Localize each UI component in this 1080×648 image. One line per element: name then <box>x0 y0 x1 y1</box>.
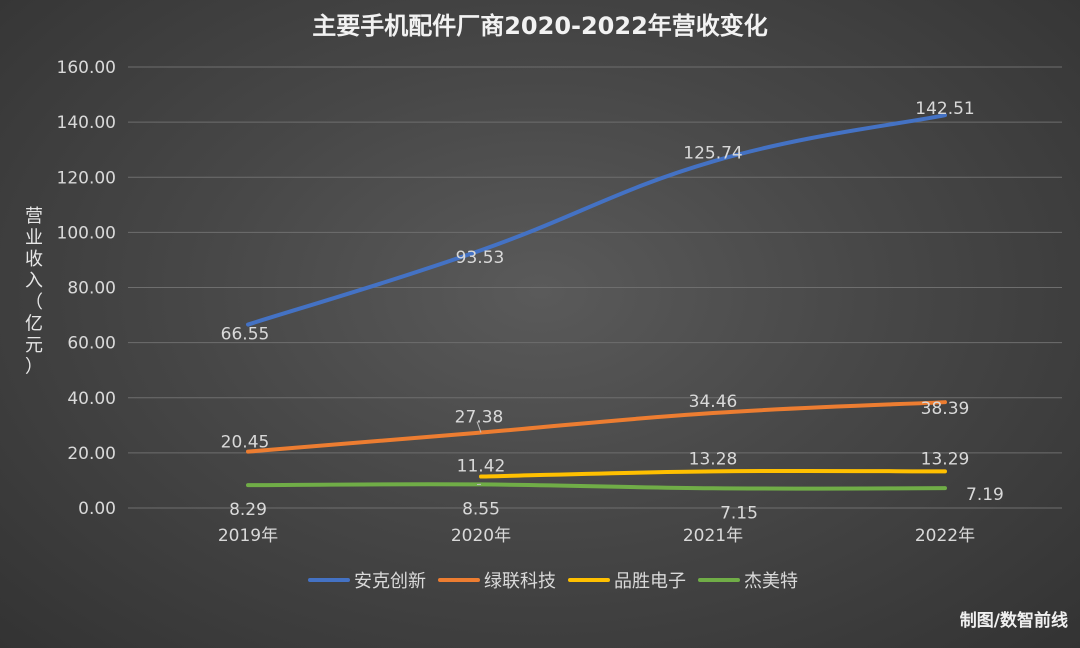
data-label: 8.55 <box>462 499 500 519</box>
data-label: 13.29 <box>921 449 970 469</box>
y-axis-label-char: 收 <box>25 249 43 270</box>
y-axis-ticks: 0.00 20.00 40.00 60.00 80.00 100.00 120.00 140.… <box>57 58 116 519</box>
data-label: 38.39 <box>921 399 970 419</box>
legend-label: 安克创新 <box>354 571 426 592</box>
data-label: 11.42 <box>457 457 506 477</box>
data-label: 34.46 <box>689 392 738 412</box>
series-lines <box>246 113 947 491</box>
y-tick-label: 140.00 <box>57 113 116 133</box>
y-tick-label: 0.00 <box>78 499 116 519</box>
x-axis-ticks: 2019年 2020年 2021年 2022年 <box>218 526 975 546</box>
data-label: 7.19 <box>966 485 1004 505</box>
legend-label: 品胜电子 <box>614 571 686 592</box>
y-tick-label: 40.00 <box>67 389 116 409</box>
gridlines <box>128 66 1062 509</box>
legend: 安克创新 绿联科技 品胜电子 杰美特 <box>308 571 798 592</box>
y-axis-label-char: 入 <box>25 271 43 292</box>
data-label: 93.53 <box>456 248 505 268</box>
data-labels: 66.55 93.53 125.74 142.51 20.45 27.38 34.46 38.… <box>221 99 1004 523</box>
data-label: 125.74 <box>683 143 742 163</box>
series-line <box>246 113 947 327</box>
data-label: 20.45 <box>221 433 270 453</box>
data-label: 7.15 <box>720 503 758 523</box>
x-tick-label: 2019年 <box>218 526 278 546</box>
y-axis-label-char: 元 <box>25 335 43 356</box>
data-label: 142.51 <box>915 99 974 119</box>
data-label: 27.38 <box>455 408 504 428</box>
y-tick-label: 100.00 <box>57 223 116 243</box>
y-axis-label-char: （ <box>25 292 43 313</box>
data-label: 66.55 <box>221 325 270 345</box>
y-axis-label-char: 亿 <box>25 314 43 335</box>
series-line <box>479 468 947 479</box>
x-tick-label: 2022年 <box>915 526 975 546</box>
series-line <box>246 400 947 454</box>
data-label: 13.28 <box>689 449 738 469</box>
leader-line <box>476 421 482 433</box>
data-label: 8.29 <box>229 500 267 520</box>
y-tick-label: 60.00 <box>67 334 116 354</box>
y-tick-label: 20.00 <box>67 444 116 464</box>
series-line <box>246 482 947 491</box>
legend-label: 绿联科技 <box>484 571 556 592</box>
x-tick-label: 2020年 <box>451 526 511 546</box>
y-tick-label: 80.00 <box>67 279 116 299</box>
y-axis-label-char: ） <box>25 357 43 378</box>
chart-title: 主要手机配件厂商2020-2022年营收变化 <box>312 12 768 40</box>
y-axis-label-char: 营 <box>25 206 43 227</box>
y-tick-label: 160.00 <box>57 58 116 78</box>
y-axis-label-char: 业 <box>25 228 43 249</box>
y-tick-label: 120.00 <box>57 168 116 188</box>
legend-label: 杰美特 <box>744 571 798 592</box>
x-tick-label: 2021年 <box>683 526 743 546</box>
credit-text: 制图/数智前线 <box>960 610 1068 631</box>
